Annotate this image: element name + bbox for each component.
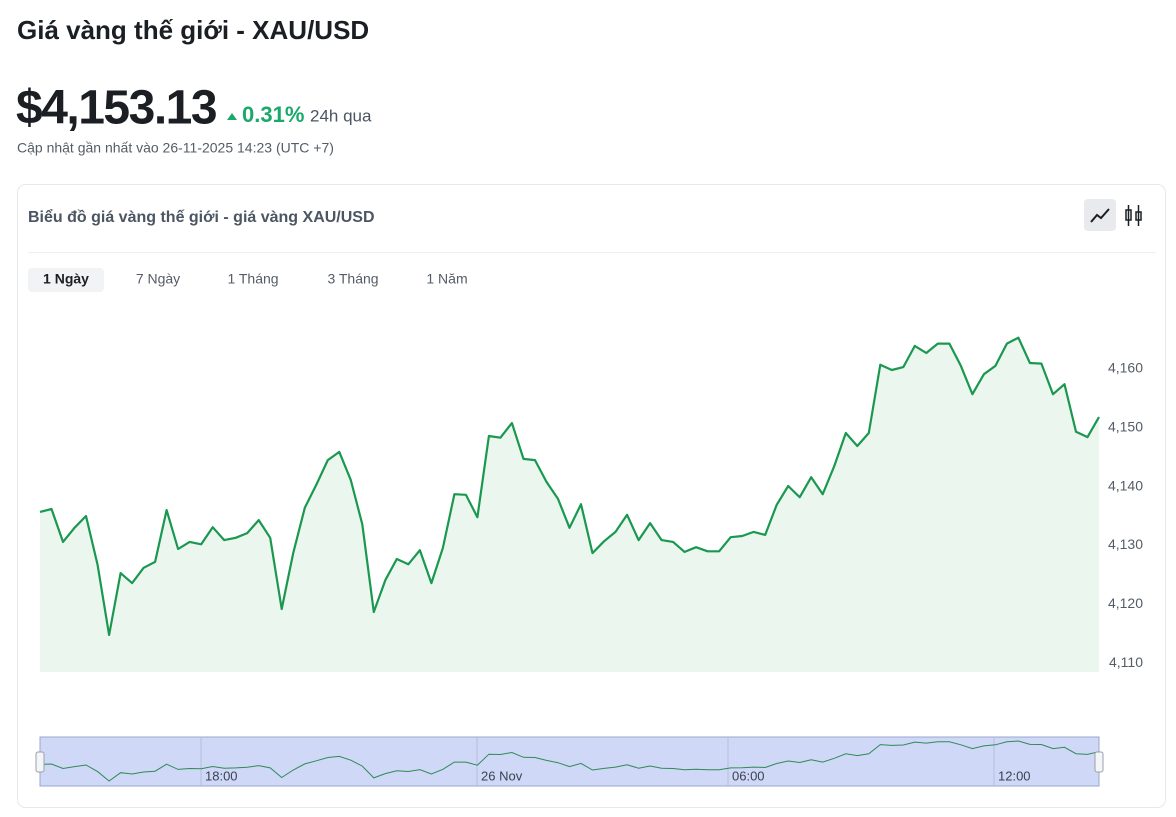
price-line <box>39 336 1100 636</box>
tab[interactable]: 7 Ngày <box>136 271 180 287</box>
y-tick-label: 4,160 <box>1108 360 1143 376</box>
navigator <box>39 736 1100 787</box>
tab-selected-bg <box>28 268 104 292</box>
candle-chart-button[interactable] <box>1125 205 1142 226</box>
card-title: Biểu đồ giá vàng thế giới - giá vàng XAU… <box>28 208 375 226</box>
y-tick-label: 4,140 <box>1108 477 1143 493</box>
navigator-label: 06:00 <box>732 768 765 783</box>
up-arrow <box>227 113 237 120</box>
y-tick-label: 4,120 <box>1108 595 1143 611</box>
navigator-label: 18:00 <box>205 768 238 783</box>
area-fill <box>40 337 1099 672</box>
updated-time: Cập nhật gần nhất vào 26-11-2025 14:23 (… <box>17 140 334 156</box>
tab[interactable]: 1 Ngày <box>43 271 89 287</box>
navigator-line <box>39 740 1100 782</box>
navigator-handle[interactable] <box>35 751 45 773</box>
y-tick-label: 4,110 <box>1109 654 1143 670</box>
page-title: Giá vàng thế giới - XAU/USD <box>17 15 369 45</box>
change-period: 24h qua <box>310 106 372 125</box>
tab[interactable]: 1 Tháng <box>227 271 278 287</box>
navigator-label: 12:00 <box>998 768 1031 783</box>
navigator-handle[interactable] <box>1094 751 1104 773</box>
y-tick-label: 4,130 <box>1108 536 1143 552</box>
navigator-label: 26 Nov <box>481 768 523 783</box>
line-icon <box>1090 208 1110 223</box>
y-tick-label: 4,150 <box>1108 418 1143 434</box>
line-chart-button[interactable] <box>1084 199 1116 231</box>
tab[interactable]: 3 Tháng <box>327 271 378 287</box>
price-change: 0.31% <box>242 102 304 127</box>
price: $4,153.13 <box>16 82 216 135</box>
tab[interactable]: 1 Năm <box>426 271 467 287</box>
